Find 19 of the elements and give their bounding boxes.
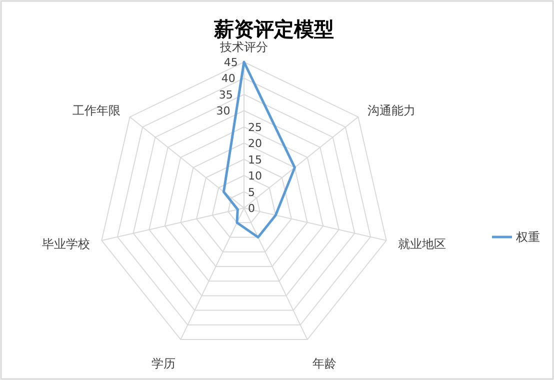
y-tick-label: 20 [248, 137, 262, 150]
spoke-label: 年龄 [312, 356, 337, 370]
y-tick-label: 30 [216, 104, 230, 118]
y-tick-label: 35 [218, 88, 233, 102]
spoke-label: 沟通能力 [368, 103, 416, 118]
y-tick-label: 0 [248, 202, 255, 215]
legend-label: 权重 [515, 230, 540, 244]
y-tick-label: 40 [221, 72, 236, 86]
y-tick-label: 15 [248, 153, 262, 166]
y-tick-label: 45 [224, 56, 238, 69]
spoke-label: 学历 [151, 356, 176, 370]
spoke-label: 工作年限 [72, 103, 120, 118]
chart-title: 薪资评定模型 [213, 17, 334, 41]
spoke-label: 就业地区 [398, 237, 446, 252]
spoke-label: 毕业学校 [42, 237, 90, 252]
y-tick-label: 5 [248, 186, 255, 199]
y-tick-label: 25 [248, 120, 262, 134]
spoke-label: 技术评分 [219, 40, 268, 54]
y-tick-label: 10 [248, 170, 262, 183]
